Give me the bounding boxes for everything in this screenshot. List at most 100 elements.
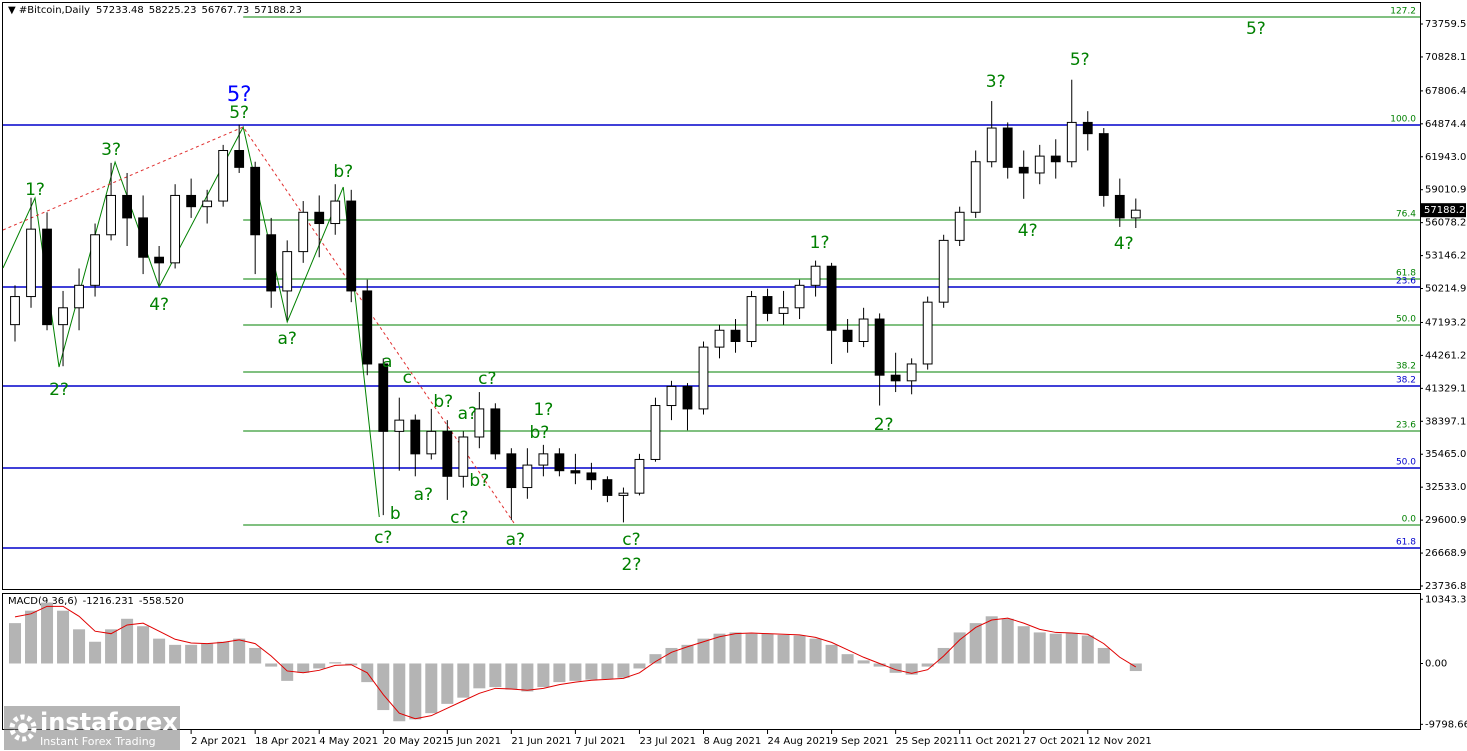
wave-label: b — [390, 504, 401, 524]
y-tick-label: 44261.20 — [1425, 350, 1467, 361]
candle-body — [970, 161, 981, 213]
wave-label: 2? — [49, 380, 69, 400]
candle — [986, 101, 997, 168]
candle-body — [1114, 194, 1125, 219]
candle-body — [106, 194, 116, 236]
price-tag-label: 57188.23 — [1424, 205, 1467, 216]
macd-bar — [857, 660, 870, 664]
candle-body — [58, 307, 68, 326]
candle — [538, 444, 549, 477]
candle-body — [10, 296, 20, 326]
candle — [570, 453, 581, 485]
wave-label: 3? — [101, 140, 121, 160]
candle-body — [1050, 155, 1061, 163]
candle — [330, 184, 341, 235]
candle — [458, 431, 469, 488]
macd-bar — [313, 663, 326, 669]
macd-bar — [921, 663, 934, 667]
candle-body — [138, 217, 149, 258]
macd-bar — [713, 633, 726, 664]
candle-body — [746, 296, 757, 342]
wave-label: 2? — [622, 555, 642, 575]
macd-bar — [633, 663, 646, 669]
macd-bar — [441, 663, 454, 704]
wave-label: 4? — [1018, 221, 1038, 241]
wave-label: 5? — [229, 103, 249, 123]
macd-bar — [745, 633, 758, 664]
candle — [186, 178, 197, 218]
candle-body — [586, 472, 597, 481]
candle-body — [618, 492, 629, 496]
macd-bar — [953, 632, 966, 664]
candle-body — [874, 318, 885, 376]
y-tick-label: 67806.44 — [1425, 86, 1467, 97]
candle-body — [186, 194, 197, 208]
macd-bar — [297, 663, 310, 673]
candle — [138, 195, 149, 275]
macd-bar — [777, 634, 790, 664]
candle — [90, 223, 100, 297]
x-tick-label: 24 Aug 2021 — [768, 736, 832, 747]
macd-bar — [537, 663, 550, 688]
macd-bar — [153, 638, 166, 664]
macd-bar — [681, 644, 694, 664]
y-tick-label: 41329.15 — [1425, 383, 1467, 394]
candle — [106, 162, 116, 241]
x-tick-label: 27 Oct 2021 — [1024, 736, 1086, 747]
candle — [922, 296, 933, 370]
y-tick-label: 47193.25 — [1425, 317, 1467, 328]
candle-body — [1130, 209, 1141, 219]
candle — [1002, 122, 1013, 179]
candle-body — [266, 234, 277, 292]
candle — [1130, 198, 1141, 229]
wave-label: 1? — [533, 400, 553, 420]
y-tick-label: 53146.20 — [1425, 251, 1467, 262]
level-label: 0.0 — [1402, 514, 1417, 524]
macd-bar — [761, 633, 774, 664]
wave-label: c? — [374, 528, 392, 548]
y-tick-label: 73759.56 — [1425, 19, 1467, 30]
y-tick-label: 29600.95 — [1425, 515, 1467, 526]
wave-label: a? — [458, 404, 477, 424]
wave-label: a? — [506, 530, 525, 550]
candle-body — [778, 307, 789, 314]
candle — [282, 240, 293, 321]
macd-header: MACD(9,36,6) -1216.231 -558.520 — [8, 596, 184, 607]
macd-bar — [1001, 618, 1014, 664]
candle — [474, 392, 485, 449]
candle-body — [74, 284, 84, 309]
candle-body — [426, 430, 437, 455]
candle-body — [314, 211, 325, 225]
wave-label: b? — [529, 423, 549, 443]
candle-body — [842, 329, 853, 342]
x-tick-label: 2 Apr 2021 — [191, 736, 246, 747]
candle-body — [234, 150, 245, 168]
x-tick-label: 21 Jun 2021 — [511, 736, 571, 747]
candle — [650, 397, 661, 462]
candle — [778, 290, 789, 325]
level-label: 23.6 — [1396, 420, 1416, 430]
candle-body — [938, 239, 949, 303]
candle — [346, 189, 357, 303]
macd-value: -1216.231 — [83, 596, 134, 607]
macd-bar — [473, 663, 486, 689]
candle — [490, 403, 501, 460]
macd-bar — [105, 629, 118, 664]
candle-body — [570, 470, 581, 474]
candle — [714, 324, 725, 359]
candle — [506, 448, 517, 521]
candle-body — [794, 284, 805, 309]
level-label: 50.0 — [1396, 315, 1416, 325]
candle-body — [858, 318, 869, 342]
candle-body — [122, 194, 132, 219]
candle-body — [282, 251, 293, 292]
level-label: 100.0 — [1390, 114, 1416, 124]
candle — [730, 319, 741, 353]
wave-label: b? — [333, 162, 353, 182]
candle — [266, 217, 277, 308]
macd-signal-value: -558.520 — [139, 596, 184, 607]
candle — [26, 197, 36, 308]
candle-body — [634, 458, 645, 494]
macd-bar — [1065, 633, 1078, 664]
candle — [10, 285, 20, 342]
